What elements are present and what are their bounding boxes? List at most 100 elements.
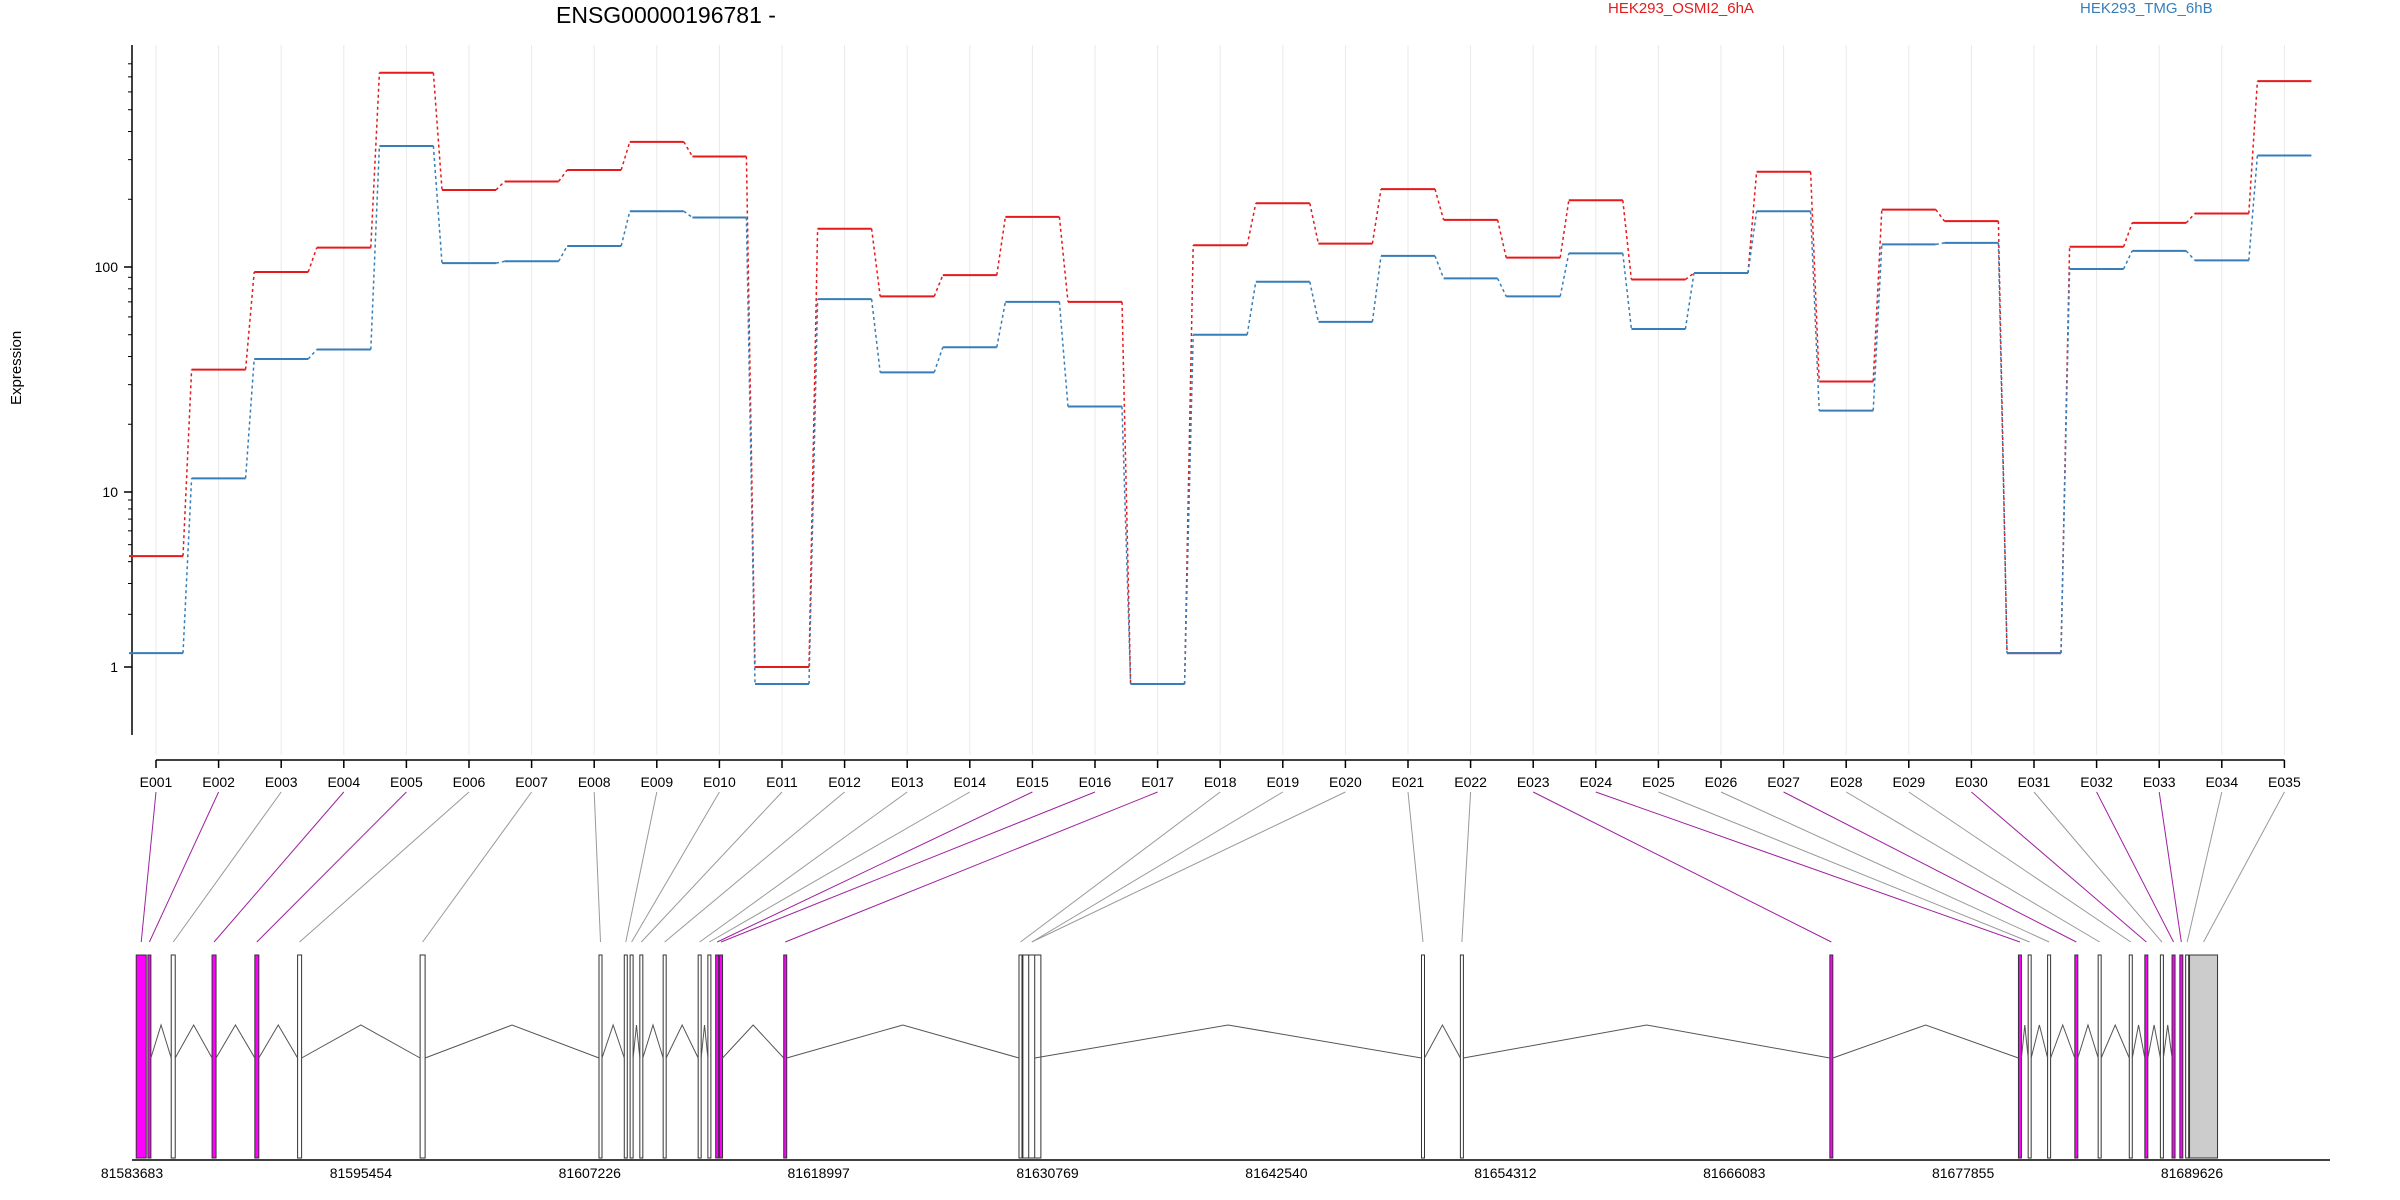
data-connector: [996, 301, 1007, 348]
data-connector: [1496, 219, 1507, 258]
x-tick-label: E023: [1517, 774, 1550, 790]
exon-connector: [640, 791, 783, 943]
data-connector: [370, 145, 381, 350]
data-connector: [620, 211, 631, 247]
intron-line: [2030, 1024, 2049, 1059]
exon-box: [1028, 954, 1036, 1159]
intron-line: [2050, 1023, 2076, 1059]
data-connector: [2185, 212, 2196, 224]
data-connector: [307, 247, 318, 273]
data-connector: [244, 358, 255, 479]
legend-entry-series-1: HEK293_OSMI2_6hA: [1608, 0, 1754, 17]
intron-line: [665, 1023, 699, 1059]
data-connector: [1496, 278, 1507, 297]
x-tick-label: E018: [1204, 774, 1237, 790]
data-connector: [870, 299, 881, 373]
intron-line: [601, 1023, 625, 1059]
exon-box: [170, 954, 176, 1159]
exon-box: [697, 954, 702, 1159]
data-connector: [933, 274, 944, 297]
data-connector: [2122, 250, 2133, 270]
x-tick-label: E003: [265, 774, 298, 790]
exon-connector: [2203, 791, 2285, 943]
exon-connector: [148, 791, 220, 943]
data-connector: [1058, 301, 1069, 407]
exon-box: [2027, 954, 2032, 1159]
exon-connector: [1031, 791, 1284, 943]
x-tick-label: E031: [2018, 774, 2051, 790]
exon-connector: [1020, 791, 1221, 943]
exon-connector: [785, 791, 1158, 943]
intron-line: [642, 1023, 664, 1059]
exon-connector: [140, 791, 157, 943]
genomic-tick-label: 81607226: [559, 1165, 622, 1181]
x-tick-label: E008: [578, 774, 611, 790]
legend-entry-series-2: HEK293_TMG_6hB: [2080, 0, 2213, 17]
data-connector: [182, 478, 193, 654]
data-connector: [370, 72, 381, 248]
exon-box: [639, 954, 644, 1159]
series-2: [129, 144, 2312, 685]
grid-lines: [155, 45, 2285, 755]
exon-box: [419, 954, 426, 1159]
x-tick-label: E025: [1642, 774, 1675, 790]
intron-line: [1424, 1023, 1461, 1059]
genomic-tick-label: 81630769: [1016, 1165, 1079, 1181]
exon-connector: [1908, 791, 2132, 943]
data-connector: [557, 169, 568, 182]
data-connector: [808, 299, 819, 684]
data-connector: [2248, 81, 2259, 214]
data-connector: [1747, 211, 1758, 274]
data-connector: [2060, 268, 2071, 654]
exon-connector: [699, 791, 908, 943]
x-tick-label: E001: [140, 774, 173, 790]
data-connector: [1622, 200, 1633, 280]
intron-line: [632, 1024, 641, 1059]
data-connector: [1559, 253, 1570, 297]
data-connector: [1183, 334, 1194, 684]
exon-connector: [1461, 791, 1472, 943]
x-tick-label: E019: [1266, 774, 1299, 790]
x-tick-label: E004: [327, 774, 360, 790]
intron-line: [2147, 1024, 2161, 1059]
data-connector: [1622, 253, 1633, 330]
data-connector: [1246, 281, 1257, 335]
genomic-tick-label: 81654312: [1474, 1165, 1537, 1181]
exon-box: [297, 954, 303, 1159]
exon-connector: [1407, 791, 1424, 943]
exon-connector: [1971, 791, 2147, 943]
x-tick-label: E028: [1830, 774, 1863, 790]
data-connector: [808, 228, 819, 668]
exon-connector: [716, 791, 1033, 943]
intron-line: [174, 1023, 213, 1059]
exon-box: [2159, 954, 2164, 1159]
intron-line: [215, 1024, 256, 1059]
data-connector: [1183, 245, 1194, 684]
y-tick-label: 1: [110, 659, 118, 675]
intron-line: [2100, 1023, 2130, 1059]
exon-connector: [2186, 791, 2223, 943]
exon-connector: [2096, 791, 2174, 943]
x-tick-label: E011: [766, 774, 798, 790]
exon-box: [783, 954, 788, 1159]
data-connector: [683, 210, 693, 219]
exon-connector: [631, 791, 720, 943]
data-connector: [432, 72, 443, 191]
data-connector: [244, 271, 255, 370]
intron-line: [150, 1023, 172, 1059]
data-connector: [2122, 222, 2133, 248]
x-tick-label: E030: [1955, 774, 1988, 790]
x-tick-label: E010: [703, 774, 736, 790]
data-connector: [1371, 188, 1382, 244]
intron-line: [424, 1024, 600, 1059]
gene-model: [135, 954, 2219, 1159]
x-tick-label: E026: [1705, 774, 1738, 790]
series-lines: [129, 71, 2312, 685]
exon-box: [2185, 954, 2190, 1159]
x-tick-label: E016: [1079, 774, 1112, 790]
exon-connector: [299, 791, 470, 943]
data-connector: [745, 156, 756, 668]
x-tick-label: E005: [390, 774, 423, 790]
